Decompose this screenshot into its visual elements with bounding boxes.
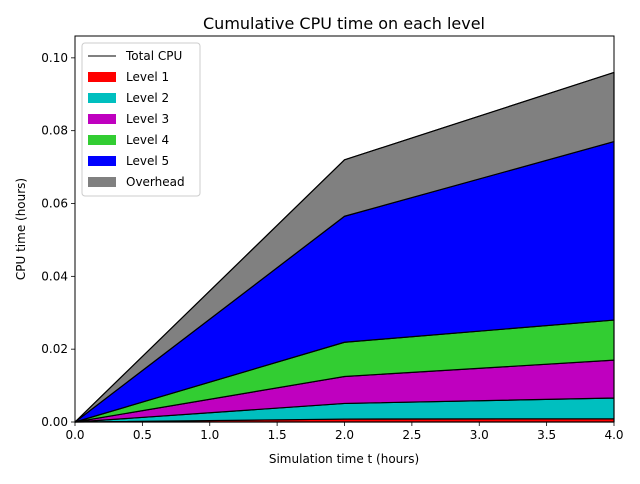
legend-color-swatch: [88, 156, 116, 166]
y-tick-label: 0.00: [41, 415, 68, 429]
x-axis: 0.0 0.5 1.0 1.5 2.0 2.5 3.0 3.5 4.0: [65, 422, 624, 442]
legend-color-swatch: [88, 177, 116, 187]
chart-title: Cumulative CPU time on each level: [203, 14, 485, 33]
legend-color-swatch: [88, 72, 116, 82]
x-tick-label: 3.5: [537, 428, 556, 442]
legend-label: Total CPU: [125, 49, 182, 63]
y-tick-label: 0.04: [41, 269, 68, 283]
y-tick-label: 0.06: [41, 197, 68, 211]
x-tick-label: 4.0: [604, 428, 623, 442]
x-axis-label: Simulation time t (hours): [269, 452, 419, 466]
legend-label: Level 4: [126, 133, 169, 147]
y-tick-label: 0.02: [41, 342, 68, 356]
x-tick-label: 1.5: [268, 428, 287, 442]
legend-color-swatch: [88, 135, 116, 145]
legend-color-swatch: [88, 93, 116, 103]
y-tick-label: 0.10: [41, 51, 68, 65]
x-tick-label: 0.5: [133, 428, 152, 442]
y-axis: 0.00 0.02 0.04 0.06 0.08 0.10: [41, 51, 75, 429]
total-line-layer: [74, 71, 615, 423]
x-tick-label: 0.0: [65, 428, 84, 442]
legend-label: Level 5: [126, 154, 169, 168]
y-axis-label: CPU time (hours): [14, 178, 28, 280]
x-tick-label: 2.5: [402, 428, 421, 442]
legend-label: Level 3: [126, 112, 169, 126]
legend: Total CPU Level 1 Level 2 Level 3 Level 4 Lev…: [81, 42, 201, 197]
legend-label: Level 1: [126, 70, 169, 84]
total-cpu-line: [74, 71, 615, 423]
x-tick-label: 1.0: [200, 428, 219, 442]
y-tick-label: 0.08: [41, 124, 68, 138]
legend-label: Level 2: [126, 91, 169, 105]
legend-label: Overhead: [126, 175, 185, 189]
x-tick-label: 3.0: [470, 428, 489, 442]
x-tick-label: 2.0: [335, 428, 354, 442]
legend-color-swatch: [88, 114, 116, 124]
